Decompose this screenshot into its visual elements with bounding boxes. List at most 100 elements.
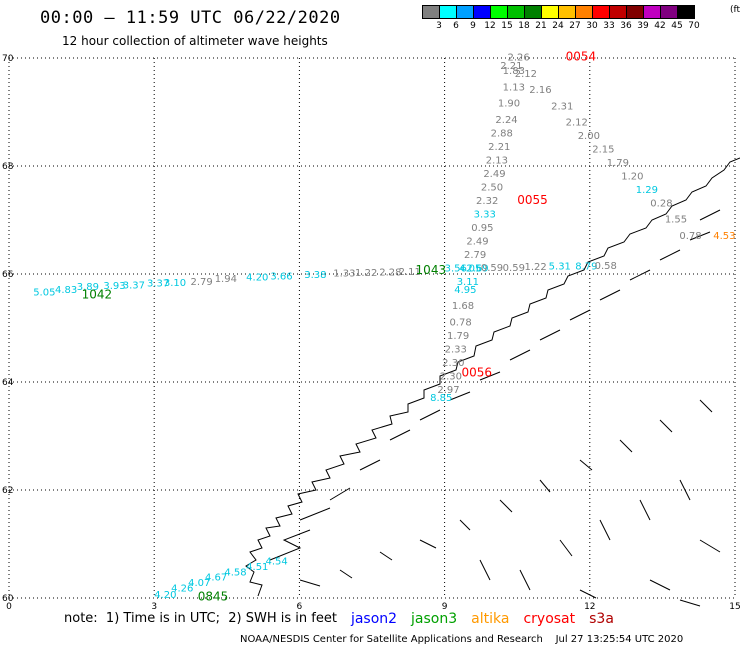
wave-height-label: 2.13 bbox=[486, 155, 508, 166]
legend-label: 18 bbox=[518, 21, 530, 31]
wave-height-label: 1.33 bbox=[333, 269, 355, 280]
credit-line: NOAA/NESDIS Center for Satellite Applica… bbox=[240, 634, 684, 645]
legend-swatches bbox=[422, 5, 695, 19]
legend-label: 42 bbox=[654, 21, 666, 31]
wave-height-label: 1.90 bbox=[498, 99, 520, 110]
wave-height-label: 2.69 bbox=[466, 263, 488, 274]
wave-height-label: 2.24 bbox=[495, 115, 517, 126]
wave-height-label: 2.30 bbox=[440, 371, 462, 382]
wave-height-label: 3.37 bbox=[123, 281, 145, 292]
wave-height-label: 5.05 bbox=[33, 288, 55, 299]
wave-height-label: 3.37 bbox=[147, 278, 169, 289]
wave-height-label: 2.16 bbox=[529, 85, 551, 96]
wave-height-label: 2.12 bbox=[515, 69, 537, 80]
altimeter-tracks: 2.262.211.832.121.13 2.161.90 2.312.24 2.12… bbox=[33, 50, 735, 604]
wave-height-label: 0.78 bbox=[679, 231, 701, 242]
wave-height-label: 2.97 bbox=[437, 385, 459, 396]
wave-height-label: 0.59 bbox=[503, 263, 525, 274]
legend-unit: (ft) bbox=[730, 5, 740, 15]
wave-height-label: 3.93 bbox=[103, 281, 125, 292]
legend-label: 24 bbox=[552, 21, 564, 31]
wave-height-label: 2.79 bbox=[191, 277, 213, 288]
satellite-altika: altika bbox=[471, 611, 510, 627]
wave-height-label: 3.89 bbox=[77, 282, 99, 293]
coastline-norway bbox=[245, 157, 740, 597]
wave-height-label: 0.28 bbox=[650, 199, 672, 210]
legend-label: 3 bbox=[436, 21, 442, 31]
legend-label: 12 bbox=[484, 21, 496, 31]
pass-time-label: 1042 bbox=[82, 287, 113, 301]
wave-height-label: 1.79 bbox=[447, 331, 469, 342]
wave-height-label: 2.33 bbox=[445, 344, 467, 355]
legend-swatch bbox=[677, 5, 695, 19]
lat-tick-label: 68 bbox=[2, 162, 14, 172]
wave-height-label: 2.21 bbox=[500, 61, 522, 72]
wave-height-label: 2.12 bbox=[566, 118, 588, 129]
wave-height-label: 2.21 bbox=[488, 142, 510, 153]
wave-height-label: 1.22 bbox=[524, 262, 546, 273]
wave-height-label: 2.32 bbox=[476, 196, 498, 207]
legend-label: 15 bbox=[501, 21, 513, 31]
wave-height-label: 2.49 bbox=[483, 169, 505, 180]
wave-height-label: 4.54 bbox=[266, 557, 288, 568]
wave-height-label: 2.31 bbox=[551, 101, 573, 112]
wave-height-label: 5.31 bbox=[549, 262, 571, 273]
page-subtitle: 12 hour collection of altimeter wave hei… bbox=[62, 34, 328, 48]
wave-height-label: 4.26 bbox=[171, 584, 193, 595]
wave-height-label: 2.50 bbox=[481, 182, 503, 193]
satellite-s3a: s3a bbox=[589, 611, 614, 627]
legend-label: 45 bbox=[671, 21, 683, 31]
lon-tick-label: 12 bbox=[584, 602, 595, 612]
coastline-norway-2 bbox=[269, 209, 721, 561]
wave-height-label: 1.68 bbox=[452, 301, 474, 312]
lon-tick-label: 0 bbox=[6, 602, 12, 612]
lon-tick-label: 9 bbox=[442, 602, 448, 612]
lat-tick-label: 70 bbox=[2, 54, 14, 64]
wave-height-label: 4.58 bbox=[224, 567, 246, 578]
satellite-jason3: jason3 bbox=[411, 611, 458, 627]
legend-label: 21 bbox=[535, 21, 547, 31]
map-grid bbox=[8, 57, 736, 599]
wave-height-label: 4.20 bbox=[154, 590, 176, 601]
wave-height-label: 1.79 bbox=[607, 158, 629, 169]
wave-height-label: 3.56 bbox=[445, 263, 467, 274]
wave-height-label: 3.10 bbox=[164, 278, 186, 289]
legend-label: 6 bbox=[453, 21, 459, 31]
lat-tick-label: 60 bbox=[2, 594, 14, 604]
wave-height-label: 4.83 bbox=[55, 285, 77, 296]
wave-height-label: 2.26 bbox=[508, 53, 530, 64]
lat-tick-label: 62 bbox=[2, 486, 13, 496]
pass-time-label: 0845 bbox=[198, 590, 229, 604]
wave-height-label: 2.88 bbox=[491, 128, 513, 139]
wave-height-label: 3.66 bbox=[270, 271, 292, 282]
legend-label: 39 bbox=[637, 21, 649, 31]
note-text: note: 1) Time is in UTC; 2) SWH is in fe… bbox=[64, 611, 337, 626]
wave-height-label: 4.95 bbox=[454, 285, 476, 296]
wave-height-label: 2.30 bbox=[442, 358, 464, 369]
legend-labels: 3 6 9 12 15 18 21 24 27 30 33 36 39 42 45 70 bbox=[422, 19, 700, 33]
wave-height-label: 0.95 bbox=[471, 223, 493, 234]
pass-time-label: 0056 bbox=[462, 366, 493, 380]
legend-label: 27 bbox=[569, 21, 581, 31]
pass-time-label: 0054 bbox=[566, 50, 597, 64]
wave-height-label: 1.29 bbox=[636, 185, 658, 196]
wave-height-label: 0.58 bbox=[595, 261, 617, 272]
wave-height-label: 4.53 bbox=[713, 231, 735, 242]
wave-height-label: 0.78 bbox=[449, 317, 471, 328]
wave-height-label: 4.05 bbox=[459, 263, 481, 274]
wave-height-label: 2.15 bbox=[592, 145, 614, 156]
inland-lakes bbox=[299, 399, 721, 607]
wave-height-label: 0.59 bbox=[481, 263, 503, 274]
wave-height-label: 4.67 bbox=[205, 573, 227, 584]
footer-note: note: 1) Time is in UTC; 2) SWH is in fe… bbox=[64, 611, 614, 627]
wave-height-label: 1.83 bbox=[503, 66, 525, 77]
lon-tick-label: 15 bbox=[729, 602, 740, 612]
page-title: 00:00 – 11:59 UTC 06/22/2020 bbox=[40, 8, 341, 28]
wave-height-label: 2.49 bbox=[466, 236, 488, 247]
legend-label: 9 bbox=[470, 21, 476, 31]
wave-height-label: 8.85 bbox=[430, 393, 452, 404]
wave-height-label: 1.94 bbox=[215, 274, 237, 285]
pass-time-label: 1043 bbox=[416, 263, 447, 277]
